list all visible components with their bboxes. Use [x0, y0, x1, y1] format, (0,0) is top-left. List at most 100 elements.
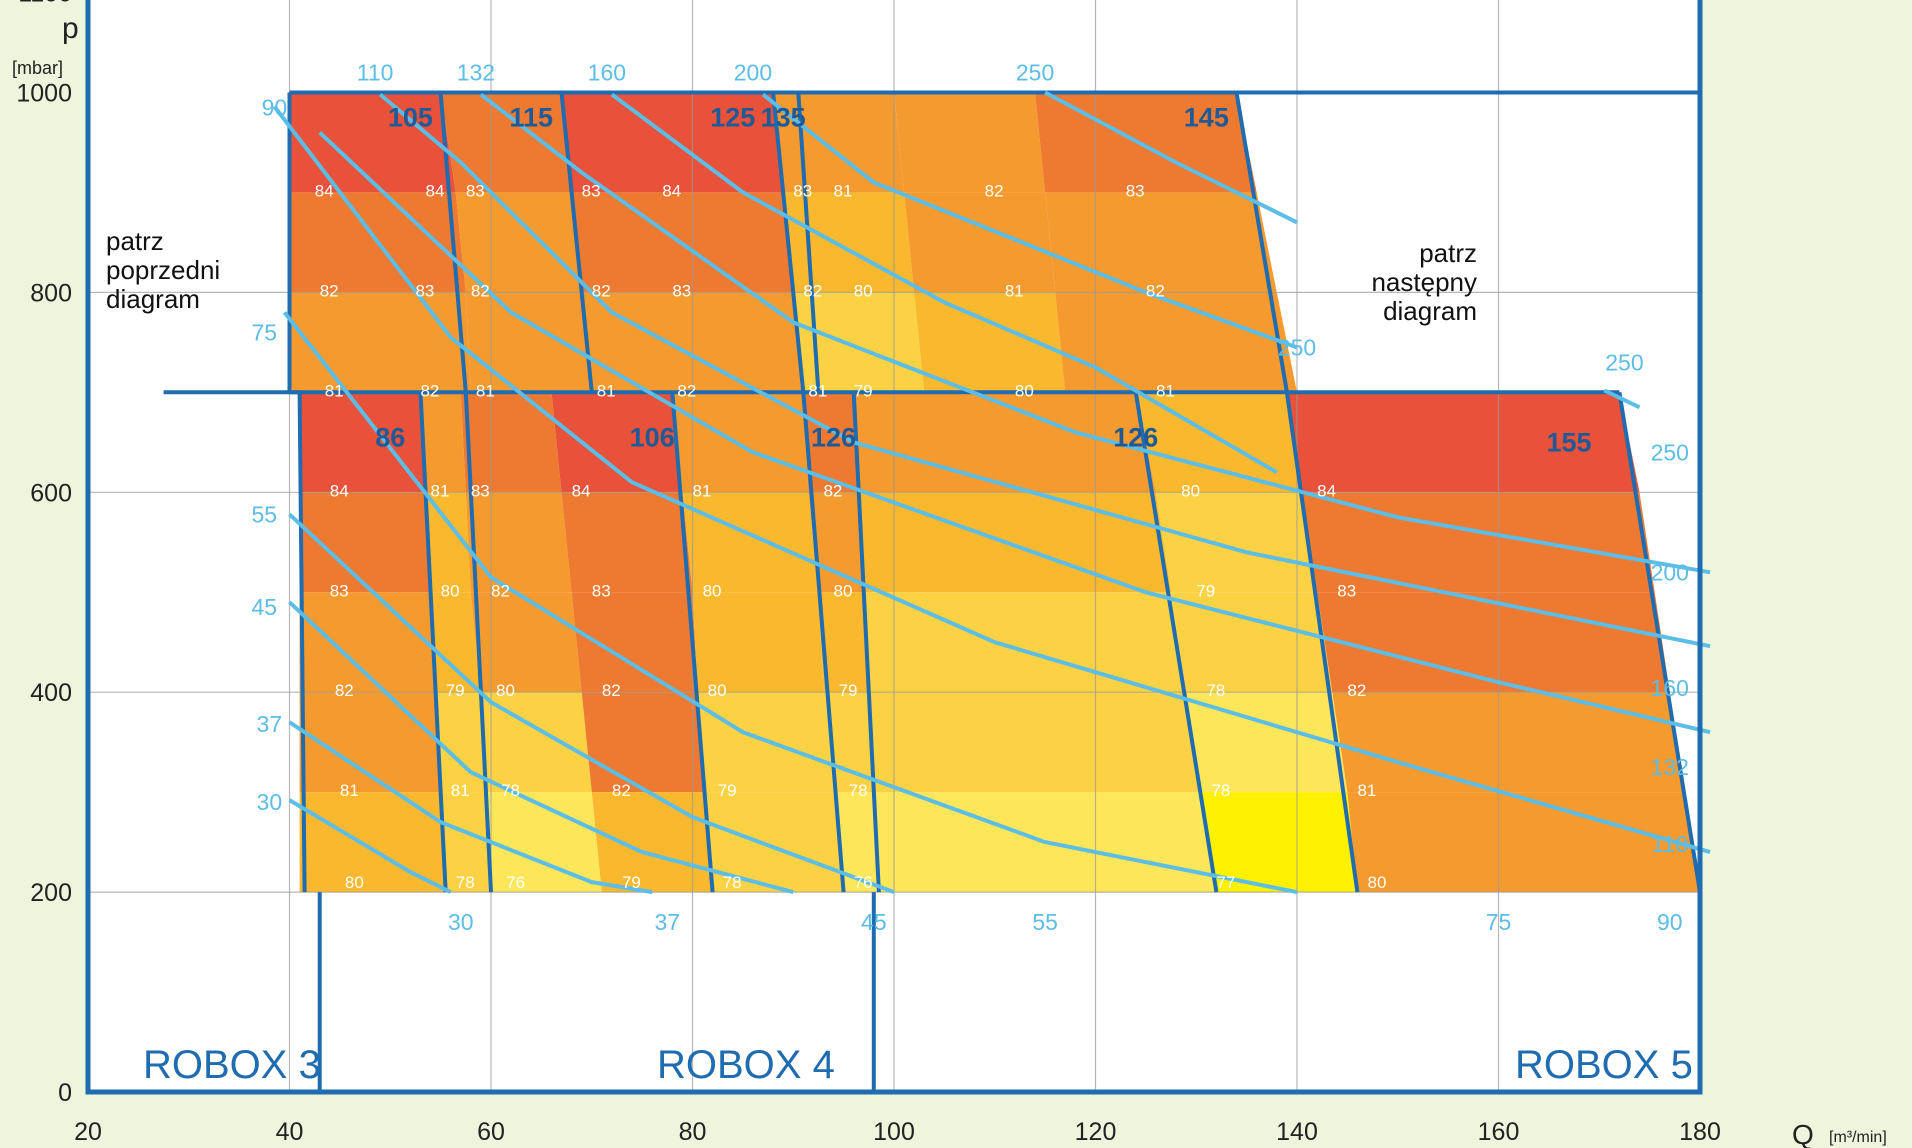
efficiency-label: 83	[582, 181, 601, 200]
series-label-robox-5: ROBOX 5	[1515, 1043, 1693, 1087]
efficiency-region	[465, 492, 572, 593]
efficiency-region	[299, 392, 426, 493]
x-axis-unit: [m³/min]	[1829, 1129, 1887, 1146]
efficiency-label: 83	[672, 281, 691, 300]
x-tick-label: 180	[1679, 1118, 1721, 1146]
efficiency-region	[425, 492, 471, 593]
note-previous-diagram: patrz poprzedni diagram	[106, 226, 220, 314]
efficiency-label: 84	[1317, 481, 1336, 500]
efficiency-region	[672, 392, 809, 493]
efficiency-label: 82	[985, 181, 1004, 200]
efficiency-label: 79	[854, 381, 873, 400]
efficiency-label: 79	[446, 681, 465, 700]
speed-curve	[1603, 388, 1641, 410]
efficiency-label: 83	[1126, 181, 1145, 200]
note-next-line-2: następny	[1371, 267, 1477, 297]
efficiency-region	[1135, 392, 1302, 493]
efficiency-region	[1055, 292, 1297, 393]
efficiency-label: 81	[808, 381, 827, 400]
efficiency-label: 80	[441, 581, 460, 600]
efficiency-region	[853, 392, 1156, 493]
efficiency-region	[868, 692, 1202, 793]
efficiency-label: 82	[320, 281, 339, 300]
y-axis-unit: [mbar]	[12, 58, 63, 78]
efficiency-label: 80	[834, 581, 853, 600]
note-prev-line-1: patrz	[106, 226, 164, 256]
efficiency-label: 78	[723, 873, 742, 892]
efficiency-label: 84	[572, 481, 591, 500]
series-label-robox-4: ROBOX 4	[657, 1043, 835, 1087]
efficiency-label: 78	[456, 873, 475, 892]
speed-label: 30	[257, 789, 283, 815]
efficiency-region	[894, 92, 1046, 193]
efficiency-region	[1347, 792, 1700, 893]
efficiency-label: 83	[592, 581, 611, 600]
speed-curve	[282, 311, 1298, 895]
speed-label: 132	[1651, 754, 1689, 780]
speed-label: 45	[252, 594, 278, 620]
x-tick-label: 40	[276, 1118, 304, 1146]
efficiency-label: 80	[345, 873, 364, 892]
speed-label: 110	[357, 60, 394, 86]
efficiency-region	[571, 592, 698, 693]
efficiency-region	[440, 92, 572, 193]
efficiency-label: 82	[612, 781, 631, 800]
efficiency-label: 79	[718, 781, 737, 800]
efficiency-region	[1045, 192, 1277, 293]
operating-limit-line	[796, 92, 821, 393]
efficiency-label: 78	[1211, 781, 1230, 800]
chart-frame	[85, 0, 1703, 1095]
y-tick-label: 1100	[18, 0, 72, 8]
efficiency-region	[692, 592, 824, 693]
efficiency-label: 79	[839, 681, 858, 700]
efficiency-region	[289, 292, 471, 393]
efficiency-label: 81	[431, 481, 450, 500]
y-tick-label: 0	[58, 1079, 72, 1107]
model-label: 86	[375, 422, 405, 452]
speed-label: 90	[262, 94, 288, 120]
operating-limit-line	[851, 392, 881, 893]
speed-label: 45	[861, 909, 887, 935]
efficiency-region	[430, 592, 481, 693]
efficiency-region	[1286, 392, 1640, 493]
efficiency-label: 83	[330, 581, 349, 600]
efficiency-label: 82	[335, 681, 354, 700]
efficiency-label: 84	[315, 181, 334, 200]
efficiency-region	[470, 592, 582, 693]
efficiency-label: 78	[849, 781, 868, 800]
efficiency-region	[1317, 592, 1670, 693]
speed-label: 37	[257, 711, 283, 737]
efficiency-region	[1186, 692, 1348, 793]
efficiency-region	[465, 292, 592, 393]
speed-label: 250	[1278, 334, 1316, 360]
efficiency-region	[551, 392, 683, 493]
model-label: 125	[710, 102, 755, 132]
efficiency-region	[299, 792, 446, 893]
efficiency-label: 81	[834, 181, 853, 200]
efficiency-region	[289, 92, 456, 193]
efficiency-label: 81	[1156, 381, 1175, 400]
efficiency-region	[904, 192, 1056, 293]
speed-label: 132	[457, 60, 495, 86]
speed-label: 160	[1651, 675, 1689, 701]
model-label: 126	[811, 422, 856, 452]
efficiency-region	[480, 692, 592, 793]
efficiency-label: 81	[451, 781, 470, 800]
efficiency-label: 76	[506, 873, 525, 892]
speed-curve	[288, 600, 794, 895]
efficiency-label: 80	[854, 281, 873, 300]
efficiency-region	[299, 692, 441, 793]
efficiency-region	[793, 292, 925, 393]
y-tick-label: 600	[30, 479, 72, 507]
speed-label: 75	[252, 319, 278, 345]
y-axis-symbol: p	[62, 12, 79, 45]
x-tick-label: 20	[74, 1118, 102, 1146]
efficiency-label: 82	[1347, 681, 1366, 700]
speed-label: 75	[1486, 909, 1512, 935]
speed-label: 160	[588, 60, 626, 86]
efficiency-label: 81	[693, 481, 712, 500]
series-label-robox-3: ROBOX 3	[143, 1043, 321, 1087]
efficiency-label: 80	[496, 681, 515, 700]
speed-label: 55	[252, 501, 278, 527]
